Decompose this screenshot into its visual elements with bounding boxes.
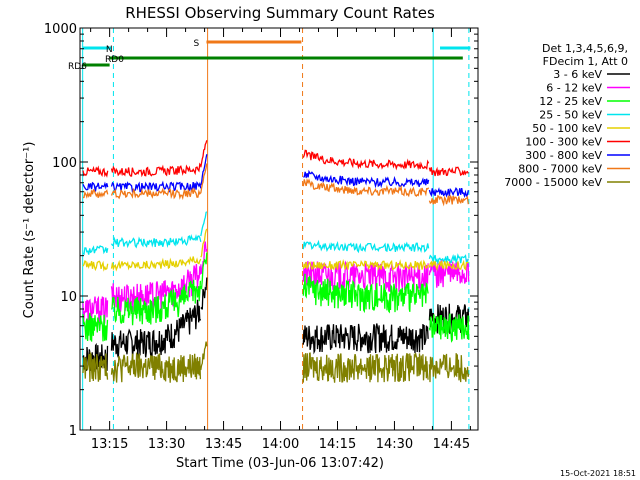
legend-entry-label: 3 - 6 keV <box>553 68 602 81</box>
legend-entry-label: 100 - 300 keV <box>525 136 602 149</box>
y-axis-label: Count Rate (s⁻¹ detector⁻¹) <box>22 142 37 319</box>
x-tick-label: 14:45 <box>433 437 470 452</box>
legend-header: FDecim 1, Att 0 <box>543 55 628 68</box>
footer-date: 15-Oct-2021 18:51 <box>560 469 636 478</box>
series-line <box>82 252 470 343</box>
series-line <box>82 140 469 178</box>
chart-title: RHESSI Observing Summary Count Rates <box>125 4 435 22</box>
series-line <box>82 163 469 207</box>
legend-entry-label: 25 - 50 keV <box>539 109 602 122</box>
y-tick-label: 1 <box>69 424 77 439</box>
flag-label: RD0 <box>105 55 124 65</box>
flag-label: S <box>193 39 199 49</box>
x-axis-label: Start Time (03-Jun-06 13:07:42) <box>176 456 384 471</box>
legend-header: Det 1,3,4,5,6,9, <box>542 42 628 55</box>
x-tick-label: 13:30 <box>148 437 185 452</box>
series-line <box>82 277 470 372</box>
x-tick-label: 14:30 <box>376 437 413 452</box>
series-line <box>82 154 469 199</box>
x-tick-label: 13:45 <box>205 437 242 452</box>
legend-entry-label: 6 - 12 keV <box>546 82 602 95</box>
flag-label: N <box>106 45 113 55</box>
x-tick-label: 13:15 <box>91 437 128 452</box>
legend-entry-label: 300 - 800 keV <box>525 149 602 162</box>
y-tick-label: 1000 <box>44 22 77 37</box>
legend-entry-label: 12 - 25 keV <box>539 95 602 108</box>
x-tick-label: 14:00 <box>262 437 299 452</box>
y-tick-label: 10 <box>60 290 77 305</box>
series-line <box>82 211 469 266</box>
legend-entry-label: 50 - 100 keV <box>532 122 602 135</box>
legend-entry-label: 800 - 7000 keV <box>518 163 602 176</box>
flag-label: RD6 <box>68 62 87 72</box>
x-tick-label: 14:15 <box>319 437 356 452</box>
plot-frame <box>79 27 479 431</box>
y-tick-label: 100 <box>52 156 77 171</box>
series-line <box>82 228 469 272</box>
series-line <box>82 341 470 383</box>
legend-entry-label: 7000 - 15000 keV <box>504 176 602 189</box>
